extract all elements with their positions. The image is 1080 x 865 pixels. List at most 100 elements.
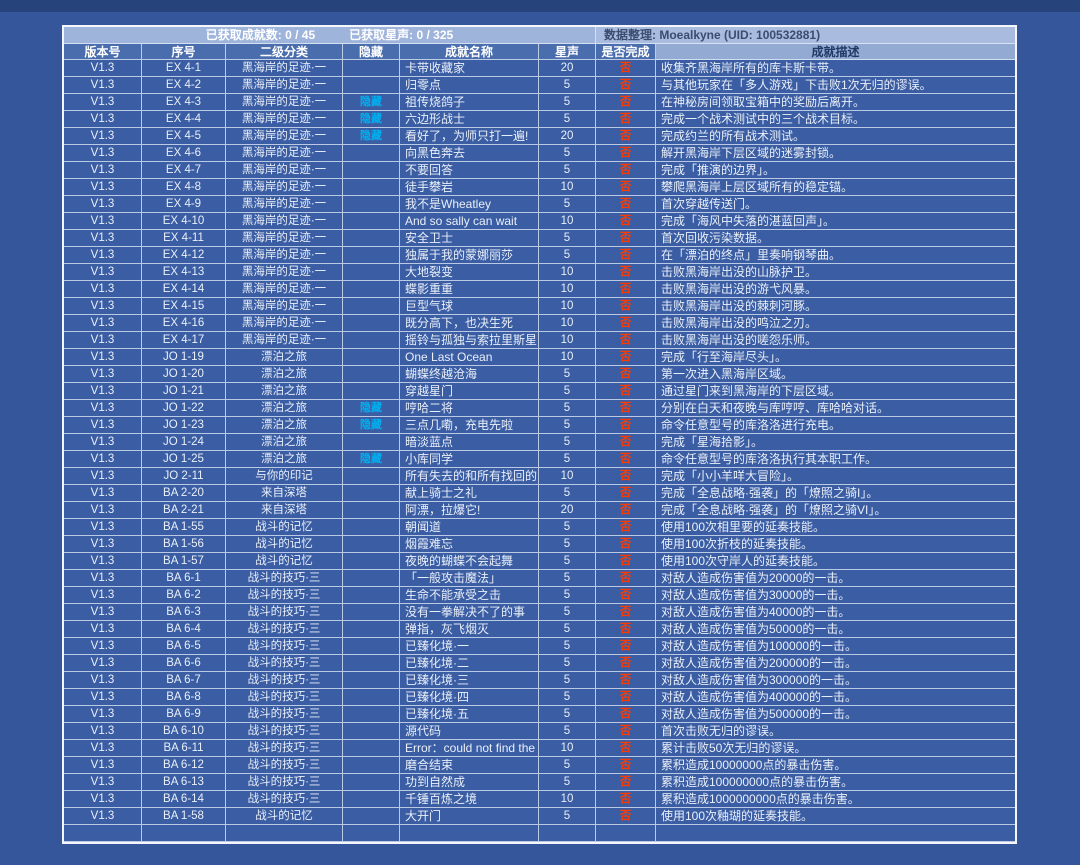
cell-stars: 5 [539, 808, 596, 825]
cell-category: 黑海岸的足迹·一 [226, 264, 343, 281]
cell-stars: 5 [539, 706, 596, 723]
cell-stars: 20 [539, 502, 596, 519]
cell-completed: 否 [596, 485, 656, 502]
cell-version: V1.3 [64, 366, 142, 383]
table-row: V1.3 JO 2-11 与你的印记 所有失去的和所有找回的 10 否完成「小小羊咩大冒险… [64, 468, 1015, 485]
table-row: V1.3 EX 4-2 黑海岸的足迹·一 归零点 5 否与其他玩家在「多人游戏」下击败1次… [64, 77, 1015, 94]
cell-hidden-flag [343, 77, 400, 94]
table-row: V1.3 BA 6-14 战斗的技巧·三 千锤百炼之境 10 否累积造成100000000… [64, 791, 1015, 808]
cell-serial [142, 825, 226, 842]
summary-band: 已获取成就数: 0 / 45 已获取星声: 0 / 325 数据整理: Moea… [64, 27, 1015, 44]
cell-stars: 5 [539, 553, 596, 570]
cell-hidden-flag [343, 825, 400, 842]
table-row: V1.3 EX 4-16 黑海岸的足迹·一 既分高下，也决生死 10 否击败黑海岸出没的鸣… [64, 315, 1015, 332]
cell-version: V1.3 [64, 723, 142, 740]
cell-hidden-flag [343, 366, 400, 383]
cell-name: 穿越星门 [400, 383, 539, 400]
cell-version: V1.3 [64, 672, 142, 689]
cell-completed: 否 [596, 791, 656, 808]
table-row: V1.3 BA 1-57 战斗的记忆 夜晚的蝴蝶不会起舞 5 否使用100次守岸人的延奏技… [64, 553, 1015, 570]
cell-version: V1.3 [64, 145, 142, 162]
cell-description: 对敌人造成伤害值为30000的一击。 [656, 587, 1015, 604]
cell-serial: JO 1-24 [142, 434, 226, 451]
cell-description: 对敌人造成伤害值为100000的一击。 [656, 638, 1015, 655]
column-header-description: 成就描述 [656, 44, 1015, 60]
cell-hidden-flag [343, 553, 400, 570]
cell-serial: BA 6-6 [142, 655, 226, 672]
cell-stars: 5 [539, 621, 596, 638]
cell-version: V1.3 [64, 638, 142, 655]
cell-name: 我不是Wheatley [400, 196, 539, 213]
cell-completed: 否 [596, 298, 656, 315]
cell-description: 累积造成100000000点的暴击伤害。 [656, 774, 1015, 791]
cell-description: 完成「海风中失落的湛蓝回声」。 [656, 213, 1015, 230]
cell-stars: 5 [539, 366, 596, 383]
table-row: V1.3 JO 1-22 漂泊之旅 隐藏 哼哈二将 5 否分别在白天和夜晚与库哼哼、库哈哈对… [64, 400, 1015, 417]
cell-description: 累积造成10000000点的暴击伤害。 [656, 757, 1015, 774]
cell-version: V1.3 [64, 434, 142, 451]
cell-version: V1.3 [64, 791, 142, 808]
column-header-name: 成就名称 [400, 44, 539, 60]
cell-version: V1.3 [64, 485, 142, 502]
cell-stars: 5 [539, 111, 596, 128]
cell-category: 战斗的技巧·三 [226, 621, 343, 638]
cell-description: 解开黑海岸下层区域的迷雾封锁。 [656, 145, 1015, 162]
cell-category: 黑海岸的足迹·一 [226, 145, 343, 162]
cell-stars: 10 [539, 791, 596, 808]
cell-version: V1.3 [64, 757, 142, 774]
cell-version: V1.3 [64, 808, 142, 825]
table-row: V1.3 JO 1-21 漂泊之旅 穿越星门 5 否通过星门来到黑海岸的下层区域。 [64, 383, 1015, 400]
cell-hidden-flag [343, 349, 400, 366]
cell-completed: 否 [596, 230, 656, 247]
cell-hidden-flag [343, 740, 400, 757]
cell-hidden-flag [343, 570, 400, 587]
cell-name: 弹指，灰飞烟灭 [400, 621, 539, 638]
cell-description: 使用100次釉瑚的延奏技能。 [656, 808, 1015, 825]
table-row: V1.3 BA 6-4 战斗的技巧·三 弹指，灰飞烟灭 5 否对敌人造成伤害值为50000… [64, 621, 1015, 638]
cell-serial: BA 6-8 [142, 689, 226, 706]
table-row: V1.3 BA 6-11 战斗的技巧·三 Error：could not find t… [64, 740, 1015, 757]
cell-stars [539, 825, 596, 842]
table-row: V1.3 EX 4-3 黑海岸的足迹·一 隐藏 祖传烧鸽子 5 否在神秘房间领取宝箱中的奖励… [64, 94, 1015, 111]
cell-description: 完成「推演的边界」。 [656, 162, 1015, 179]
column-header-version: 版本号 [64, 44, 142, 60]
cell-description: 首次回收污染数据。 [656, 230, 1015, 247]
cell-category: 来自深塔 [226, 485, 343, 502]
cell-stars: 10 [539, 332, 596, 349]
cell-stars: 5 [539, 485, 596, 502]
cell-completed: 否 [596, 196, 656, 213]
cell-stars: 10 [539, 349, 596, 366]
table-row: V1.3 BA 6-9 战斗的技巧·三 已臻化境·五 5 否对敌人造成伤害值为500000… [64, 706, 1015, 723]
cell-category: 战斗的技巧·三 [226, 638, 343, 655]
cell-category: 黑海岸的足迹·一 [226, 60, 343, 77]
cell-completed: 否 [596, 740, 656, 757]
cell-version: V1.3 [64, 417, 142, 434]
cell-version: V1.3 [64, 247, 142, 264]
cell-category: 漂泊之旅 [226, 400, 343, 417]
cell-category: 战斗的记忆 [226, 536, 343, 553]
cell-stars: 5 [539, 196, 596, 213]
cell-completed: 否 [596, 757, 656, 774]
cell-stars: 10 [539, 264, 596, 281]
table-row: V1.3 BA 6-12 战斗的技巧·三 磨合结束 5 否累积造成10000000点的暴击… [64, 757, 1015, 774]
cell-hidden-flag [343, 383, 400, 400]
cell-hidden-flag [343, 332, 400, 349]
cell-stars: 5 [539, 519, 596, 536]
cell-name: 千锤百炼之境 [400, 791, 539, 808]
cell-version: V1.3 [64, 519, 142, 536]
cell-hidden-flag [343, 638, 400, 655]
cell-stars: 5 [539, 723, 596, 740]
cell-hidden-flag [343, 757, 400, 774]
cell-name: 卡带收藏家 [400, 60, 539, 77]
cell-version: V1.3 [64, 536, 142, 553]
cell-description: 累积造成1000000000点的暴击伤害。 [656, 791, 1015, 808]
cell-version: V1.3 [64, 706, 142, 723]
table-row: V1.3 BA 6-3 战斗的技巧·三 没有一拳解决不了的事 5 否对敌人造成伤害值为40… [64, 604, 1015, 621]
column-header-serial: 序号 [142, 44, 226, 60]
cell-name: 功到自然成 [400, 774, 539, 791]
cell-description: 完成一个战术测试中的三个战术目标。 [656, 111, 1015, 128]
table-row: V1.3 EX 4-7 黑海岸的足迹·一 不要回答 5 否完成「推演的边界」。 [64, 162, 1015, 179]
cell-description: 在「漂泊的终点」里奏响钢琴曲。 [656, 247, 1015, 264]
cell-hidden-flag [343, 281, 400, 298]
cell-serial: BA 6-12 [142, 757, 226, 774]
